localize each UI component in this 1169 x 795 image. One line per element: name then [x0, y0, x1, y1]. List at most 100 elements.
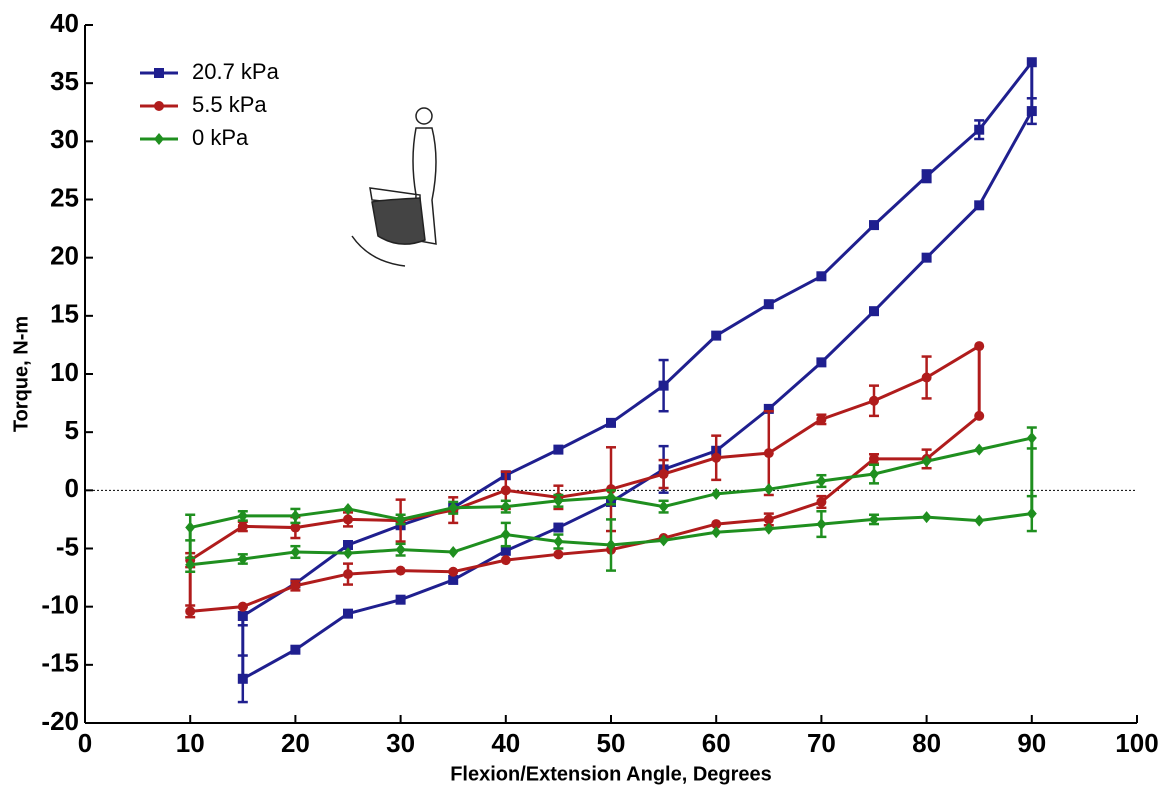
series-line [241, 57, 1034, 682]
marker [553, 522, 564, 533]
marker [816, 414, 827, 425]
marker [816, 475, 827, 488]
marker [500, 500, 511, 513]
y-tick-label: 25 [50, 182, 79, 212]
marker [395, 543, 406, 556]
marker [869, 468, 879, 481]
y-tick-label: -5 [56, 531, 79, 561]
marker [448, 501, 459, 514]
marker [869, 453, 879, 464]
marker [658, 534, 669, 547]
marker [237, 509, 248, 522]
marker [1026, 507, 1037, 520]
marker [1026, 431, 1037, 444]
marker [448, 566, 459, 577]
marker [500, 485, 511, 496]
marker [711, 487, 722, 500]
x-tick-label: 30 [386, 728, 415, 758]
illustration-seat [371, 197, 426, 245]
marker [395, 565, 406, 576]
marker [343, 547, 353, 560]
x-tick-label: 0 [78, 728, 92, 758]
marker [869, 513, 879, 526]
x-tick-label: 100 [1115, 728, 1158, 758]
marker [974, 124, 985, 135]
y-tick-label: -15 [41, 648, 79, 678]
marker [816, 271, 827, 282]
marker [553, 549, 564, 560]
marker [816, 518, 827, 531]
marker [237, 552, 248, 565]
illustration-head [415, 107, 433, 125]
marker [921, 455, 932, 468]
legend-marker [154, 133, 164, 145]
marker [1026, 106, 1037, 117]
marker [921, 511, 932, 524]
marker [763, 483, 774, 496]
y-tick-label: 35 [50, 66, 79, 96]
x-tick-label: 20 [281, 728, 310, 758]
y-tick-label: 10 [50, 357, 79, 387]
marker [395, 594, 406, 605]
marker [290, 509, 301, 522]
marker [290, 522, 301, 533]
marker [500, 528, 511, 541]
marker [290, 545, 301, 558]
x-tick-label: 40 [491, 728, 520, 758]
x-tick-label: 60 [702, 728, 731, 758]
marker [290, 580, 301, 591]
y-tick-label: 15 [50, 299, 79, 329]
marker [763, 448, 774, 459]
marker [1026, 57, 1037, 68]
marker [237, 521, 248, 532]
illustration-arc [351, 235, 406, 267]
marker [974, 341, 985, 352]
marker [974, 514, 985, 527]
marker [974, 443, 985, 456]
marker [763, 522, 774, 535]
legend-label: 20.7 kPa [192, 59, 280, 84]
marker [448, 574, 459, 585]
marker [711, 519, 722, 530]
illustration-body [412, 127, 437, 245]
illustration [351, 107, 437, 267]
marker [921, 372, 932, 383]
marker [816, 496, 827, 507]
marker [237, 673, 248, 684]
marker [500, 555, 511, 566]
y-tick-label: 30 [50, 124, 79, 154]
y-tick-label: 0 [65, 473, 79, 503]
marker [185, 521, 196, 534]
marker [606, 417, 616, 428]
marker [658, 380, 669, 391]
x-tick-label: 80 [912, 728, 941, 758]
x-tick-label: 50 [597, 728, 626, 758]
marker [711, 452, 722, 463]
marker [816, 357, 827, 368]
series-line [188, 343, 981, 613]
marker [921, 252, 932, 263]
y-tick-label: -20 [41, 706, 79, 736]
y-tick-label: -10 [41, 590, 79, 620]
marker [343, 569, 353, 580]
marker [711, 330, 722, 341]
marker [921, 171, 932, 182]
marker [395, 513, 406, 526]
marker [711, 526, 722, 539]
marker [658, 469, 669, 480]
marker [343, 540, 353, 551]
marker [553, 444, 564, 455]
marker [343, 514, 353, 525]
marker [869, 306, 879, 317]
marker [869, 395, 879, 406]
x-axis-title: Flexion/Extension Angle, Degrees [450, 763, 772, 785]
marker [237, 610, 248, 621]
marker [869, 220, 879, 231]
marker [343, 608, 353, 619]
marker [290, 644, 301, 655]
legend-label: 5.5 kPa [192, 92, 267, 117]
x-tick-label: 70 [807, 728, 836, 758]
marker [763, 299, 774, 310]
y-axis-title: Torque, N-m [10, 316, 32, 432]
